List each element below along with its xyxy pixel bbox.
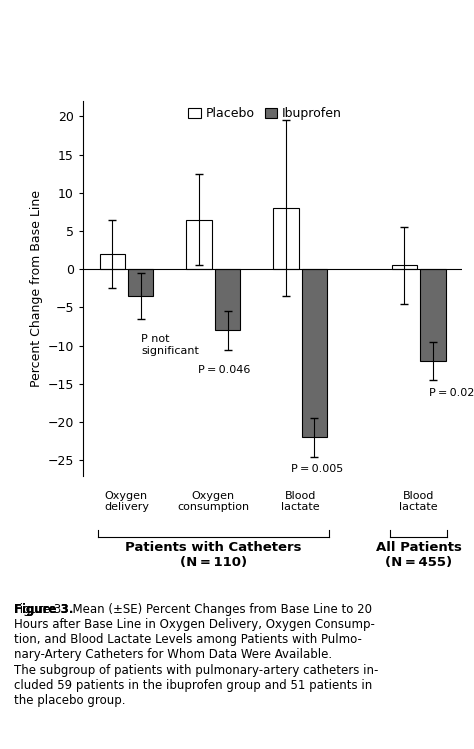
Bar [186,219,212,269]
Bar [302,269,327,437]
Text: The subgroup of patients with pulmonary-artery catheters in-
cluded 59 patients : The subgroup of patients with pulmonary-… [14,664,379,707]
Text: Figure 3.: Figure 3. [14,603,73,616]
Bar [215,269,240,330]
Bar [273,208,299,269]
Text: P = 0.005: P = 0.005 [291,464,343,474]
Bar [420,269,446,361]
Text: Blood
lactate: Blood lactate [400,491,438,512]
Text: P = 0.023: P = 0.023 [429,388,474,398]
Text: Oxygen
consumption: Oxygen consumption [177,491,249,512]
Text: P not
significant: P not significant [141,334,199,356]
Legend: Placebo, Ibuprofen: Placebo, Ibuprofen [188,107,342,121]
Text: P = 0.046: P = 0.046 [198,365,250,374]
Text: All Patients
(N = 455): All Patients (N = 455) [376,541,462,568]
Text: Patients with Catheters
(N = 110): Patients with Catheters (N = 110) [125,541,301,568]
Bar [100,254,125,269]
Text: Blood
lactate: Blood lactate [281,491,319,512]
Text: Figure 3.  Mean (±SE) Percent Changes from Base Line to 20
Hours after Base Line: Figure 3. Mean (±SE) Percent Changes fro… [14,603,375,661]
Text: Figure 3.: Figure 3. [14,603,73,616]
Y-axis label: Percent Change from Base Line: Percent Change from Base Line [30,189,44,387]
Bar [128,269,153,296]
Text: Oxygen
delivery: Oxygen delivery [104,491,149,512]
Bar [392,265,417,269]
